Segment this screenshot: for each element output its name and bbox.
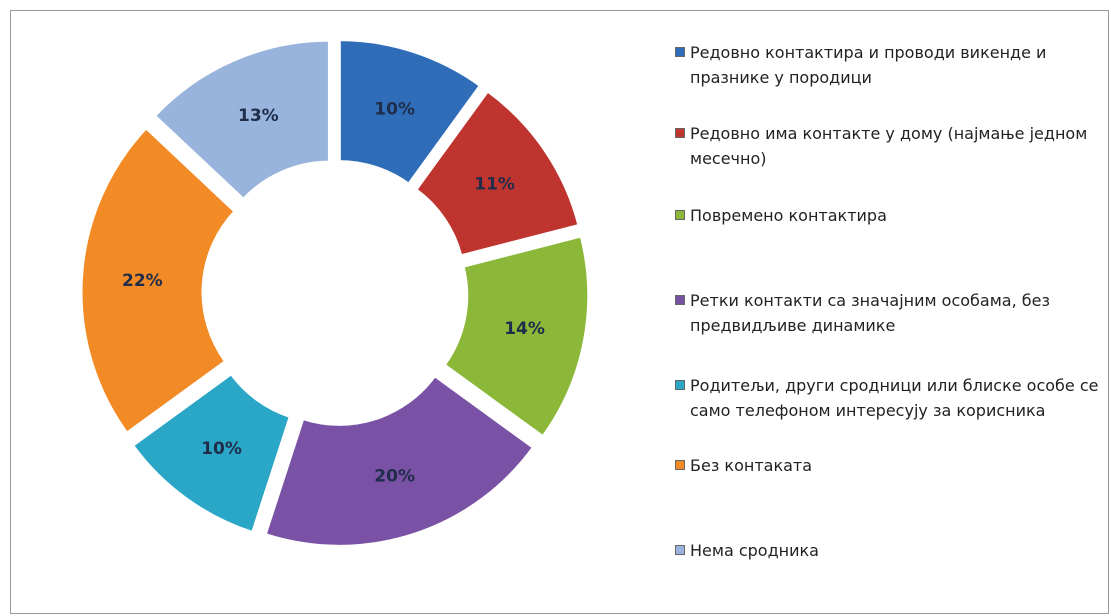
legend-entry: Родитељи, други сродници или блиске особ… bbox=[675, 373, 1105, 423]
legend-swatch bbox=[675, 380, 685, 390]
legend-swatch bbox=[675, 460, 685, 470]
legend-entry: Без контаката bbox=[675, 453, 1105, 478]
legend-swatch bbox=[675, 545, 685, 555]
doughnut-slice bbox=[152, 38, 331, 202]
legend-label: Родитељи, други сродници или блиске особ… bbox=[690, 376, 1099, 420]
legend-entry: Повремено контактира bbox=[675, 203, 1105, 228]
legend-label: Редовно има контакте у дому (најмање јед… bbox=[690, 124, 1088, 168]
legend-entry: Редовно контактира и проводи викенде и п… bbox=[675, 40, 1105, 90]
doughnut-slice bbox=[337, 38, 483, 187]
data-label: 10% bbox=[201, 439, 242, 459]
legend-label: Ретки контакти са значајним особама, без… bbox=[690, 291, 1050, 335]
doughnut-slice bbox=[130, 371, 293, 535]
data-label: 22% bbox=[122, 271, 163, 291]
data-label: 14% bbox=[504, 319, 545, 339]
legend-entry: Нема сродника bbox=[675, 538, 1105, 563]
doughnut-slice bbox=[413, 88, 581, 258]
legend-swatch bbox=[675, 210, 685, 220]
legend-swatch bbox=[675, 295, 685, 305]
doughnut-slice bbox=[442, 234, 591, 439]
data-label: 13% bbox=[238, 106, 279, 126]
legend-label: Повремено контактира bbox=[690, 206, 887, 225]
data-label: 10% bbox=[374, 99, 415, 119]
doughnut-slice bbox=[79, 125, 238, 436]
data-label: 20% bbox=[374, 467, 415, 487]
legend-swatch bbox=[675, 47, 685, 57]
chart-frame bbox=[10, 10, 1109, 614]
legend-entry: Ретки контакти са значајним особама, без… bbox=[675, 288, 1105, 338]
legend-label: Без контаката bbox=[690, 456, 813, 475]
legend-label: Редовно контактира и проводи викенде и п… bbox=[690, 43, 1047, 87]
legend-entry: Редовно има контакте у дому (најмање јед… bbox=[675, 121, 1105, 171]
legend-label: Нема сродника bbox=[690, 541, 819, 560]
doughnut-slice bbox=[263, 373, 536, 548]
data-label: 11% bbox=[474, 175, 515, 195]
legend-swatch bbox=[675, 128, 685, 138]
